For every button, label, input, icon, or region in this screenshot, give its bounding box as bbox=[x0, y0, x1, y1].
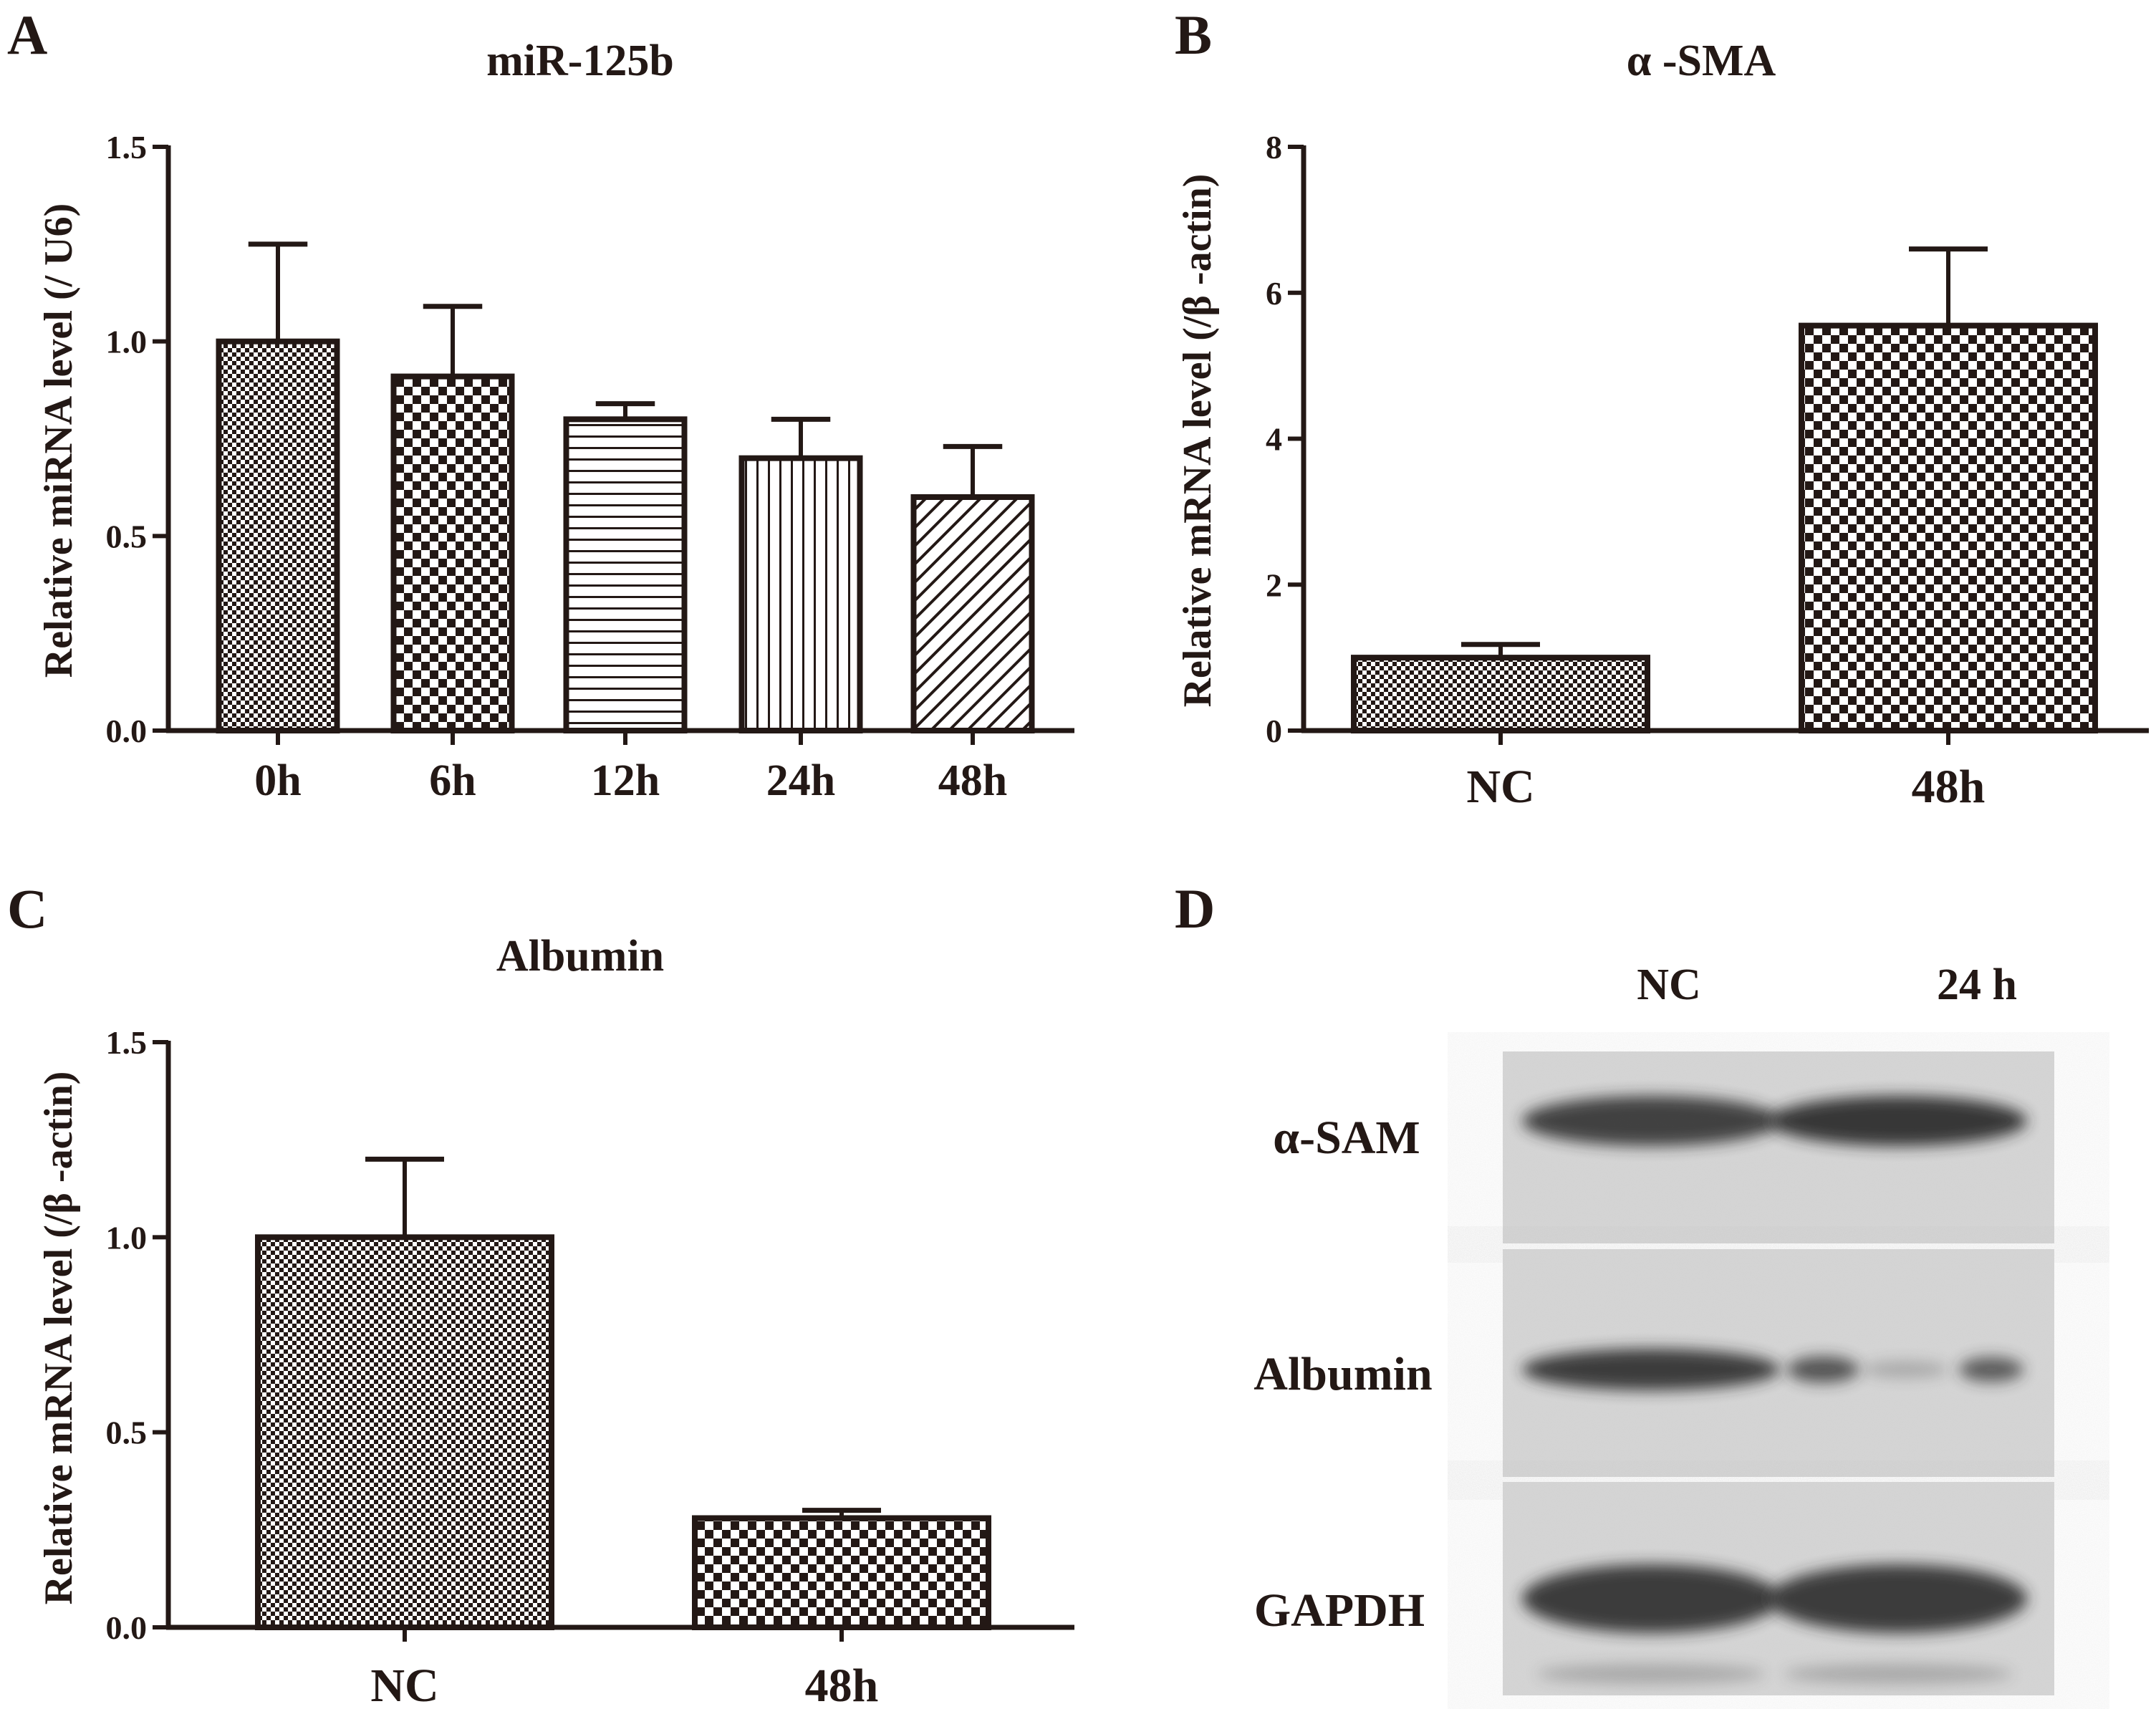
chart-title: Albumin bbox=[496, 932, 664, 981]
blot-band bbox=[1769, 1564, 2027, 1633]
y-tick-label: 0 bbox=[1266, 713, 1282, 749]
x-tick-label: NC bbox=[370, 1660, 438, 1709]
y-tick-label: 1.0 bbox=[106, 1219, 148, 1256]
y-tick-label: 4 bbox=[1266, 421, 1282, 458]
y-tick-label: 0.0 bbox=[106, 1609, 148, 1646]
chart-a-mir125b: miR-125b Relative miRNA level (/ U6) 0.0 0.… bbox=[37, 37, 1074, 805]
y-tick-label: 0.0 bbox=[106, 713, 148, 749]
blot-band bbox=[1522, 1096, 1780, 1146]
y-tick-label: 1.0 bbox=[106, 324, 148, 360]
blot-lane-label-24h: 24 h bbox=[1937, 961, 2017, 1009]
bar-48h bbox=[692, 1515, 991, 1631]
y-axis-label: Relative mRNA level (/β -actin) bbox=[1175, 174, 1220, 708]
x-tick-label: 6h bbox=[429, 756, 476, 805]
y-tick-label: 2 bbox=[1266, 567, 1282, 603]
blot-strips bbox=[1503, 1051, 2054, 1695]
blot-faint-band bbox=[1784, 1664, 2013, 1684]
x-tick-label: 0h bbox=[254, 756, 301, 805]
blot-strip-1 bbox=[1503, 1051, 2054, 1243]
x-tick-label: 24h bbox=[766, 756, 835, 805]
bar-24h bbox=[738, 455, 863, 734]
y-tick-label: 8 bbox=[1266, 129, 1282, 165]
blot-band bbox=[1522, 1564, 1780, 1633]
panel-letter-a: A bbox=[7, 4, 47, 66]
bar-12h bbox=[563, 416, 688, 733]
blot-lane-label-nc: NC bbox=[1637, 961, 1701, 1009]
panel-letter-d: D bbox=[1175, 877, 1215, 940]
y-axis-label: Relative miRNA level (/ U6) bbox=[37, 203, 81, 678]
y-tick-label: 1.5 bbox=[106, 129, 148, 165]
blot-row-label-albumin: Albumin bbox=[1253, 1348, 1432, 1400]
x-tick-label: 48h bbox=[1912, 761, 1986, 813]
blot-band bbox=[1959, 1357, 2023, 1382]
blot-faint-band bbox=[1536, 1664, 1766, 1684]
bar-nc bbox=[255, 1234, 554, 1631]
panel-letter-b: B bbox=[1175, 4, 1212, 66]
x-tick-label: 48h bbox=[805, 1660, 879, 1709]
y-tick-label: 0.5 bbox=[106, 1415, 148, 1451]
x-tick-label: NC bbox=[1466, 761, 1534, 813]
bar-nc bbox=[1351, 655, 1650, 733]
panel-letter-c: C bbox=[7, 877, 47, 940]
bar-6h bbox=[390, 373, 515, 733]
x-tick-label: 12h bbox=[591, 756, 660, 805]
blot-band bbox=[1769, 1096, 2027, 1146]
blot-row-label-alpha-sam: α-SAM bbox=[1273, 1112, 1420, 1164]
chart-title: α -SMA bbox=[1627, 37, 1776, 85]
chart-c-albumin: Albumin Relative mRNA level (/β -actin) 0.… bbox=[37, 932, 1074, 1709]
blot-band bbox=[1862, 1361, 1948, 1378]
western-blot: NC 24 h α-SAM Albumin GAPDH bbox=[1253, 961, 2054, 1695]
chart-title: miR-125b bbox=[486, 37, 674, 85]
y-tick-label: 1.5 bbox=[106, 1024, 148, 1061]
blot-band bbox=[1522, 1349, 1780, 1390]
x-tick-label: 48h bbox=[938, 756, 1007, 805]
bar-48h bbox=[910, 494, 1035, 733]
blot-membrane-texture bbox=[1503, 1051, 2054, 1243]
chart-b-alpha-sma: α -SMA Relative mRNA level (/β -actin) 0 2 4… bbox=[1175, 37, 2149, 813]
bar-48h bbox=[1799, 322, 2098, 733]
blot-row-label-gapdh: GAPDH bbox=[1254, 1584, 1425, 1637]
y-tick-label: 6 bbox=[1266, 275, 1282, 312]
blot-strip-2 bbox=[1503, 1249, 2054, 1477]
y-tick-label: 0.5 bbox=[106, 518, 148, 554]
y-axis-label: Relative mRNA level (/β -actin) bbox=[37, 1072, 81, 1605]
bar-0h bbox=[216, 338, 340, 733]
blot-strip-3 bbox=[1503, 1482, 2054, 1695]
blot-band bbox=[1787, 1356, 1859, 1383]
